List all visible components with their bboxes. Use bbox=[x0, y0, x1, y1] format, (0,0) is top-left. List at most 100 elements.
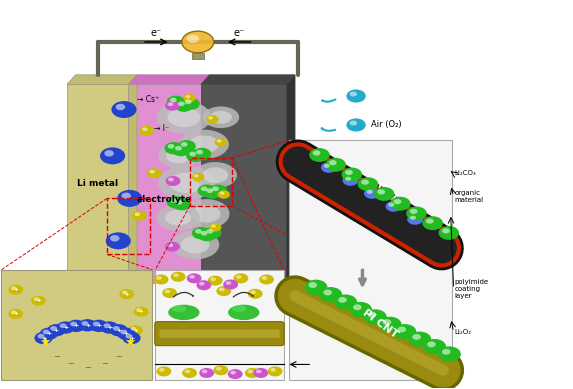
Text: Li₂CO₃: Li₂CO₃ bbox=[455, 170, 476, 176]
Circle shape bbox=[50, 326, 57, 331]
Ellipse shape bbox=[172, 305, 186, 312]
Circle shape bbox=[346, 118, 366, 131]
Circle shape bbox=[172, 144, 190, 156]
Circle shape bbox=[319, 287, 342, 303]
Circle shape bbox=[170, 198, 177, 203]
Text: Li₂O₂: Li₂O₂ bbox=[236, 311, 252, 316]
Circle shape bbox=[346, 147, 366, 161]
Circle shape bbox=[426, 219, 434, 224]
Circle shape bbox=[8, 309, 23, 319]
Ellipse shape bbox=[156, 101, 211, 133]
Circle shape bbox=[350, 121, 357, 126]
Circle shape bbox=[309, 148, 329, 162]
Ellipse shape bbox=[193, 205, 221, 223]
Ellipse shape bbox=[210, 111, 232, 124]
Text: +: + bbox=[133, 328, 138, 333]
Ellipse shape bbox=[181, 236, 210, 254]
Circle shape bbox=[37, 334, 45, 338]
Circle shape bbox=[111, 101, 136, 118]
Circle shape bbox=[218, 190, 230, 199]
Polygon shape bbox=[67, 75, 137, 84]
Circle shape bbox=[165, 242, 180, 252]
Circle shape bbox=[313, 150, 320, 156]
Circle shape bbox=[182, 31, 214, 53]
Circle shape bbox=[208, 276, 223, 286]
Circle shape bbox=[121, 193, 131, 199]
Circle shape bbox=[343, 175, 359, 186]
Circle shape bbox=[192, 173, 205, 181]
Circle shape bbox=[196, 150, 203, 154]
Circle shape bbox=[175, 200, 182, 205]
Circle shape bbox=[156, 276, 162, 280]
Circle shape bbox=[334, 294, 357, 310]
Text: Polyimide
coated CNT: Polyimide coated CNT bbox=[322, 175, 360, 187]
Circle shape bbox=[185, 370, 190, 373]
Circle shape bbox=[40, 328, 58, 340]
Ellipse shape bbox=[203, 107, 239, 128]
Text: electrolyte: electrolyte bbox=[137, 195, 193, 204]
Circle shape bbox=[189, 152, 196, 156]
Circle shape bbox=[305, 280, 327, 295]
Circle shape bbox=[43, 329, 50, 334]
Circle shape bbox=[183, 94, 196, 102]
Circle shape bbox=[406, 207, 427, 221]
Circle shape bbox=[90, 320, 108, 332]
Circle shape bbox=[208, 116, 213, 119]
Circle shape bbox=[209, 184, 227, 197]
Circle shape bbox=[109, 324, 128, 336]
Text: +: + bbox=[13, 311, 18, 316]
FancyBboxPatch shape bbox=[155, 270, 284, 380]
Circle shape bbox=[345, 177, 351, 181]
Circle shape bbox=[438, 226, 459, 240]
Circle shape bbox=[11, 286, 17, 290]
Circle shape bbox=[198, 229, 216, 241]
Circle shape bbox=[173, 273, 179, 277]
Circle shape bbox=[364, 188, 380, 199]
Circle shape bbox=[219, 287, 225, 291]
Text: → I₂: → I₂ bbox=[309, 277, 323, 286]
Text: ★: ★ bbox=[40, 336, 50, 349]
Circle shape bbox=[47, 324, 65, 336]
FancyBboxPatch shape bbox=[289, 140, 452, 380]
FancyArrowPatch shape bbox=[174, 293, 193, 297]
Circle shape bbox=[248, 289, 262, 299]
Circle shape bbox=[206, 229, 213, 234]
Circle shape bbox=[110, 235, 120, 242]
Circle shape bbox=[178, 102, 185, 106]
Circle shape bbox=[106, 232, 131, 249]
FancyBboxPatch shape bbox=[1, 270, 152, 380]
Circle shape bbox=[206, 115, 219, 123]
Circle shape bbox=[361, 179, 369, 185]
Text: −: − bbox=[84, 363, 91, 372]
Circle shape bbox=[11, 310, 17, 314]
Text: ★: ★ bbox=[124, 336, 136, 349]
Text: Li₂O₂: Li₂O₂ bbox=[322, 155, 339, 161]
Text: Li metal: Li metal bbox=[4, 329, 36, 338]
Circle shape bbox=[186, 150, 205, 162]
Circle shape bbox=[219, 192, 225, 195]
Circle shape bbox=[409, 331, 431, 347]
Circle shape bbox=[383, 319, 391, 325]
Circle shape bbox=[175, 146, 182, 151]
Circle shape bbox=[175, 100, 193, 112]
Circle shape bbox=[172, 198, 191, 210]
Circle shape bbox=[185, 100, 191, 104]
Ellipse shape bbox=[165, 210, 191, 226]
Circle shape bbox=[253, 368, 268, 378]
Circle shape bbox=[350, 91, 357, 96]
Text: −: − bbox=[101, 359, 108, 368]
Circle shape bbox=[358, 177, 378, 191]
Circle shape bbox=[125, 334, 132, 338]
Circle shape bbox=[236, 275, 242, 279]
Circle shape bbox=[410, 209, 418, 214]
Circle shape bbox=[368, 312, 376, 318]
Circle shape bbox=[116, 104, 125, 110]
Circle shape bbox=[135, 212, 140, 216]
Circle shape bbox=[79, 319, 97, 331]
Text: → Cs⁺: → Cs⁺ bbox=[137, 95, 159, 104]
FancyArrowPatch shape bbox=[321, 128, 335, 131]
Circle shape bbox=[60, 323, 66, 328]
Circle shape bbox=[203, 186, 222, 199]
Circle shape bbox=[342, 168, 362, 181]
Circle shape bbox=[325, 158, 346, 172]
